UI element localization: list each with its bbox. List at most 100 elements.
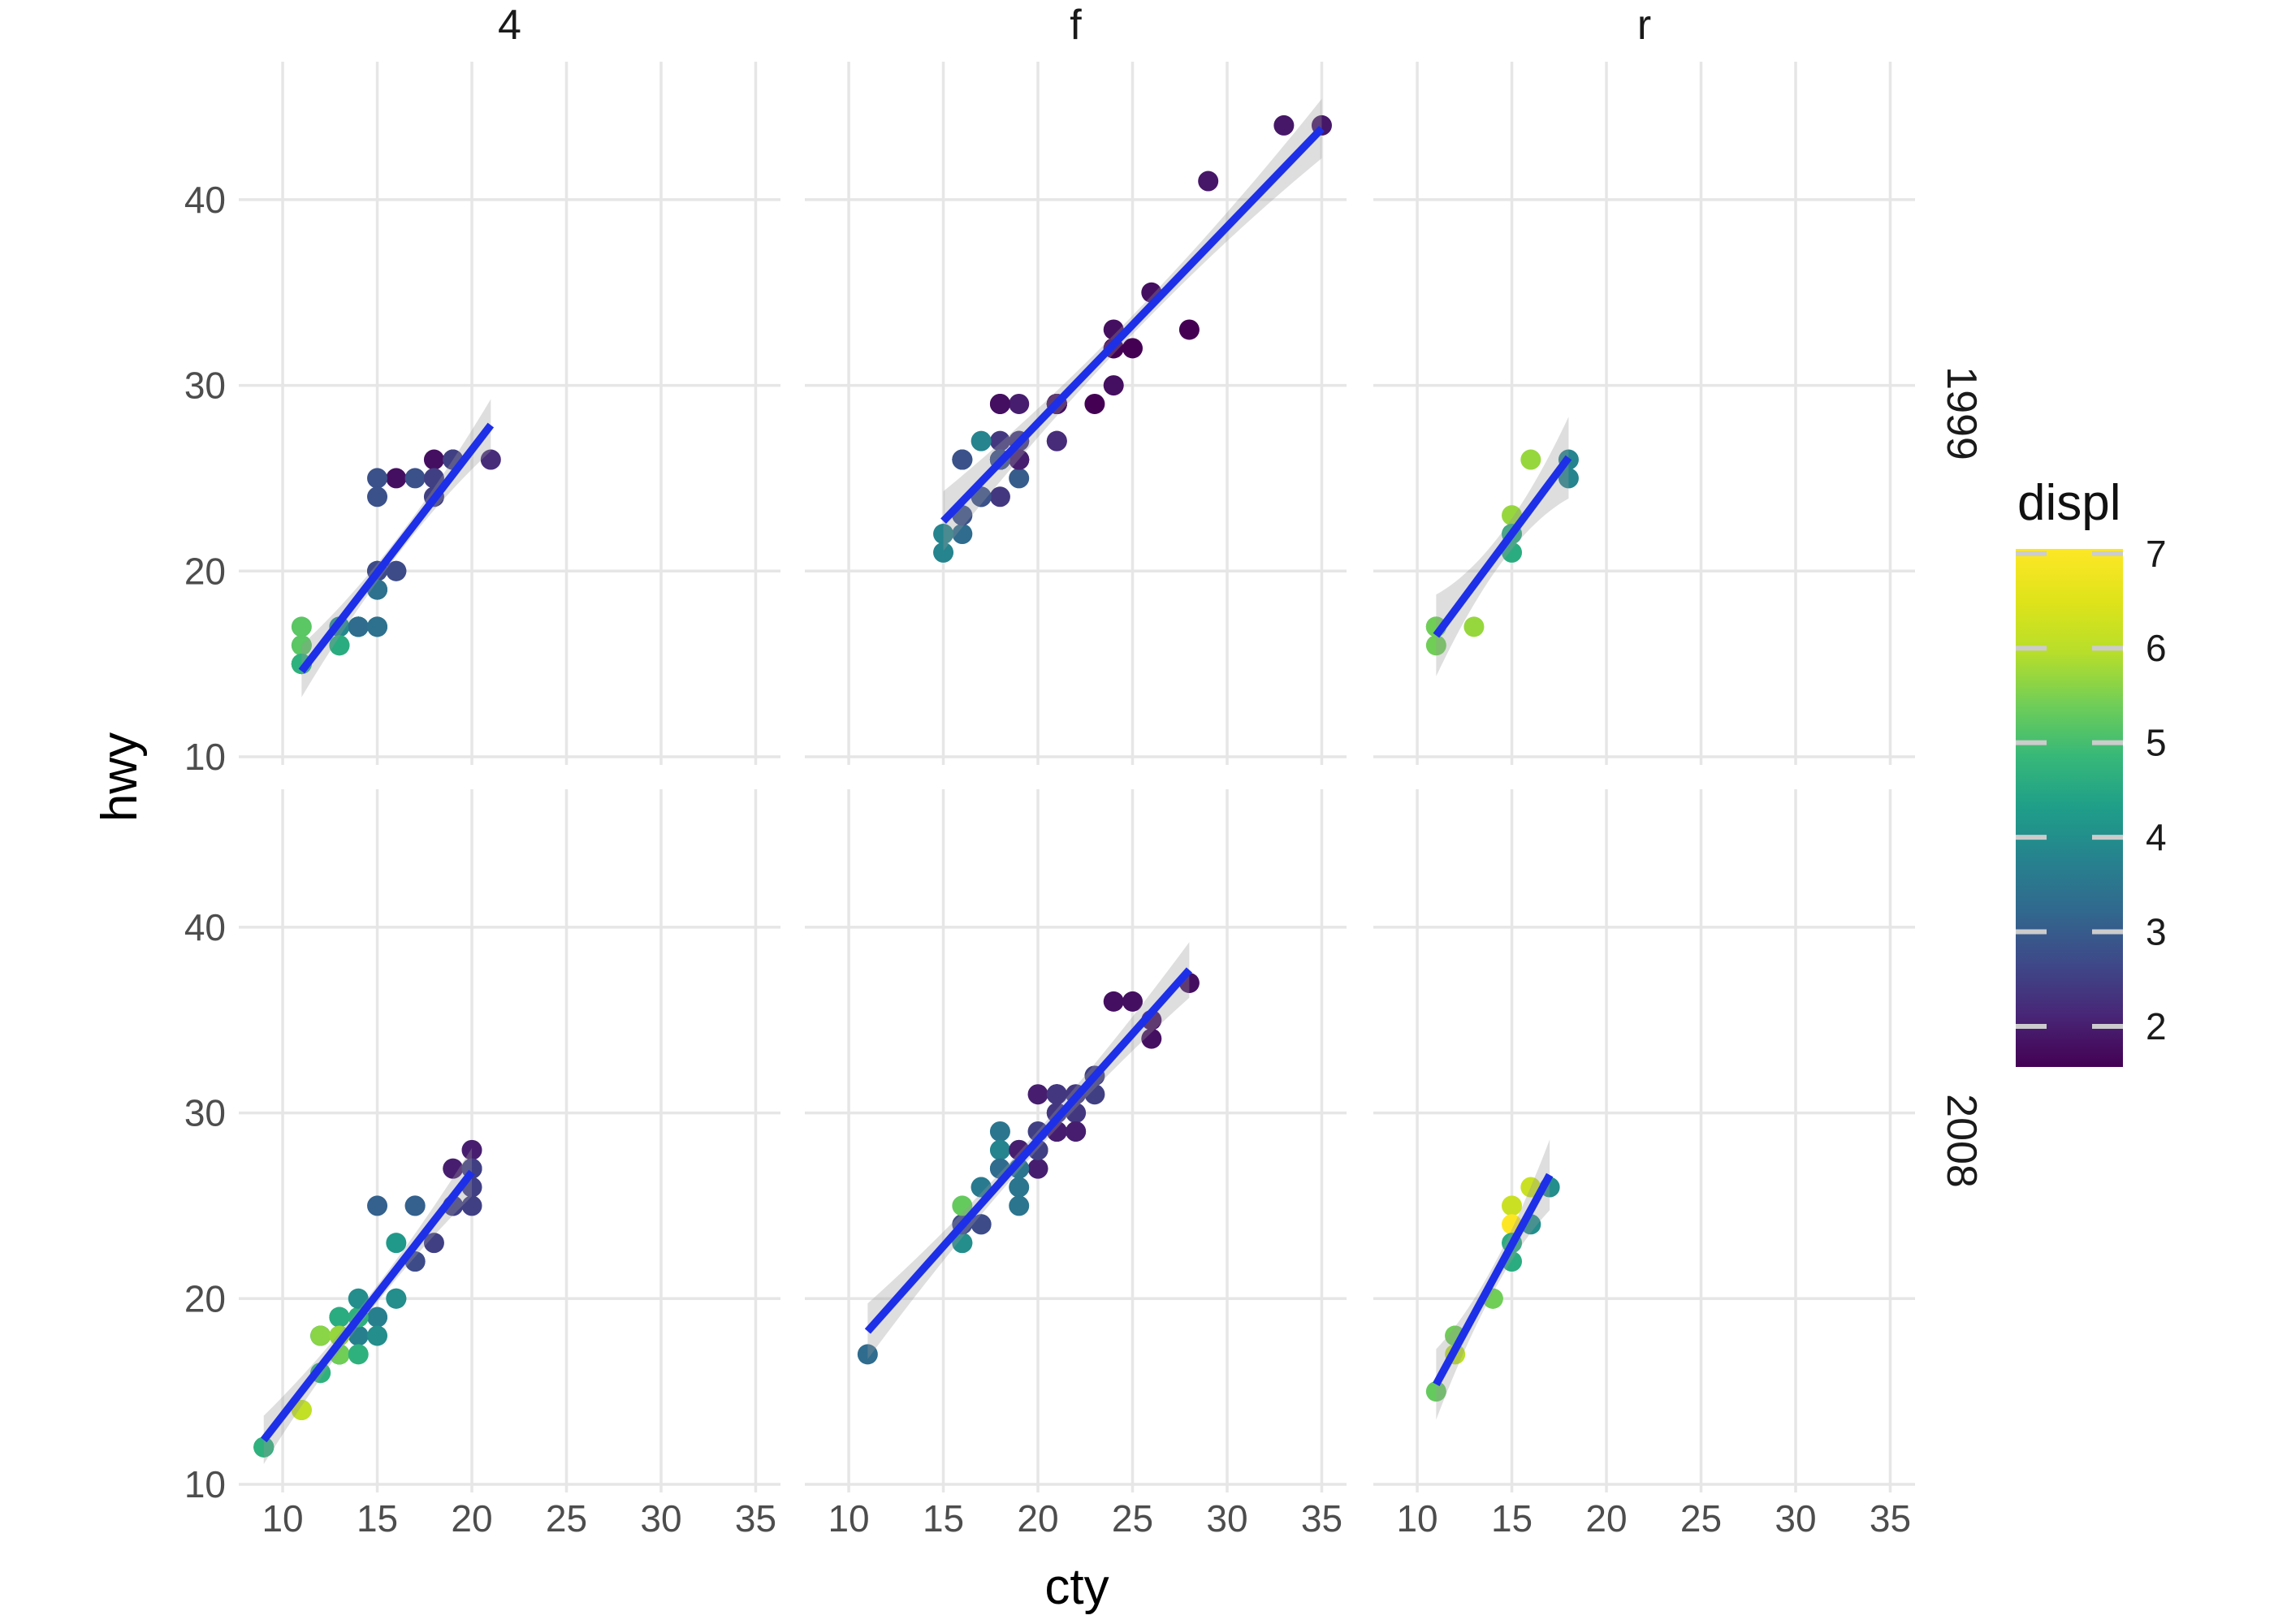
data-point	[1009, 1195, 1030, 1216]
x-tick-label: 20	[1585, 1497, 1627, 1540]
data-point	[367, 486, 388, 508]
smooth-trend-line	[261, 1169, 475, 1443]
legend-tick-label: 3	[2146, 911, 2167, 953]
data-point	[348, 1344, 369, 1365]
data-point	[857, 1344, 878, 1365]
data-point	[952, 524, 973, 545]
x-tick-label: 20	[451, 1497, 492, 1540]
x-tick-label: 30	[640, 1497, 681, 1540]
data-point	[404, 468, 426, 489]
data-point	[971, 1214, 992, 1235]
x-tick-label: 15	[357, 1497, 398, 1540]
data-point	[1009, 449, 1030, 470]
y-tick-label: 30	[184, 1092, 226, 1134]
data-point	[423, 468, 444, 489]
x-tick-label: 25	[1680, 1497, 1722, 1540]
y-tick-label: 30	[184, 365, 226, 407]
data-point	[1084, 393, 1105, 414]
data-point	[1027, 1084, 1048, 1105]
data-point	[1273, 114, 1295, 136]
data-point	[1103, 375, 1124, 396]
x-tick-label: 25	[546, 1497, 587, 1540]
smooth-trend-line	[1433, 455, 1572, 638]
data-point	[1520, 1177, 1541, 1198]
data-point	[1066, 1121, 1087, 1142]
facet-row-label: 2008	[1938, 1094, 1985, 1188]
data-point	[1122, 991, 1143, 1012]
data-point	[989, 1139, 1010, 1160]
data-point	[386, 1288, 407, 1309]
data-point	[1027, 1158, 1048, 1179]
data-point	[386, 1233, 407, 1254]
data-point	[367, 616, 388, 637]
data-point	[933, 524, 954, 545]
x-tick-label: 35	[1301, 1497, 1342, 1540]
facet-panel-4-1999	[239, 62, 780, 765]
legend-tick-labels: 2 3 4 5 6 7	[2146, 533, 2167, 1047]
data-point	[367, 1325, 388, 1346]
data-point	[291, 635, 312, 656]
data-point	[1425, 635, 1446, 656]
data-point	[443, 1158, 464, 1179]
data-point	[329, 1307, 350, 1328]
x-tick-label: 20	[1017, 1497, 1058, 1540]
facet-col-label: f	[1070, 2, 1082, 49]
y-tick-label: 10	[184, 736, 226, 778]
data-point	[1502, 542, 1523, 563]
facet-col-label: r	[1637, 2, 1651, 49]
facet-panel-4-2008	[239, 789, 780, 1492]
x-tick-label: 35	[735, 1497, 776, 1540]
legend-colorbar	[2016, 549, 2123, 1067]
data-point	[1425, 1381, 1446, 1402]
data-point	[1520, 449, 1541, 470]
data-point	[1009, 393, 1030, 414]
facet-col-label: 4	[498, 2, 521, 49]
x-tick-label: 15	[923, 1497, 964, 1540]
data-point	[1141, 1028, 1162, 1049]
y-tick-label: 20	[184, 550, 226, 592]
x-axis-title: cty	[1044, 1559, 1109, 1615]
facet-panel-r-1999	[1373, 62, 1915, 765]
smooth-trend-line	[864, 967, 1192, 1334]
axis-tick-labels: 10 15 20 25 30 35 10 15 20 25 30 35 10 15 20 25 30 35 10 20…	[184, 179, 1911, 1540]
x-tick-label: 30	[1206, 1497, 1247, 1540]
smooth-trend-line	[940, 126, 1325, 525]
x-tick-label: 15	[1491, 1497, 1533, 1540]
data-point	[1502, 505, 1523, 526]
data-point	[989, 393, 1010, 414]
legend-tick-label: 2	[2146, 1005, 2167, 1047]
data-point	[1502, 1195, 1523, 1216]
data-point	[404, 1195, 426, 1216]
data-point	[989, 430, 1010, 451]
data-point	[1046, 430, 1067, 451]
data-point	[461, 1195, 482, 1216]
legend-tick-marks	[2016, 551, 2123, 1029]
y-axis-title: hwy	[92, 732, 148, 822]
x-tick-label: 35	[1870, 1497, 1911, 1540]
smooth-trend-line	[298, 422, 495, 674]
data-point	[1198, 171, 1219, 192]
data-point	[1122, 338, 1143, 359]
x-tick-label: 30	[1775, 1497, 1816, 1540]
data-point	[1084, 1084, 1105, 1105]
legend-title: displ	[2017, 475, 2121, 531]
data-point	[329, 635, 350, 656]
legend-tick-label: 7	[2146, 533, 2167, 575]
data-point	[291, 1399, 312, 1420]
legend-tick-label: 5	[2146, 722, 2167, 764]
data-point	[367, 468, 388, 489]
data-point	[1103, 991, 1124, 1012]
facet-strip-labels: 4 f r 1999 2008	[498, 2, 1985, 1188]
facet-panels	[239, 62, 1915, 1492]
data-point	[989, 1121, 1010, 1142]
data-point	[933, 542, 954, 563]
data-point	[480, 449, 501, 470]
data-point	[423, 449, 444, 470]
data-point	[386, 468, 407, 489]
data-point	[1178, 319, 1200, 340]
data-point	[348, 616, 369, 637]
data-point	[1463, 616, 1485, 637]
data-point	[971, 430, 992, 451]
data-point	[952, 1195, 973, 1216]
